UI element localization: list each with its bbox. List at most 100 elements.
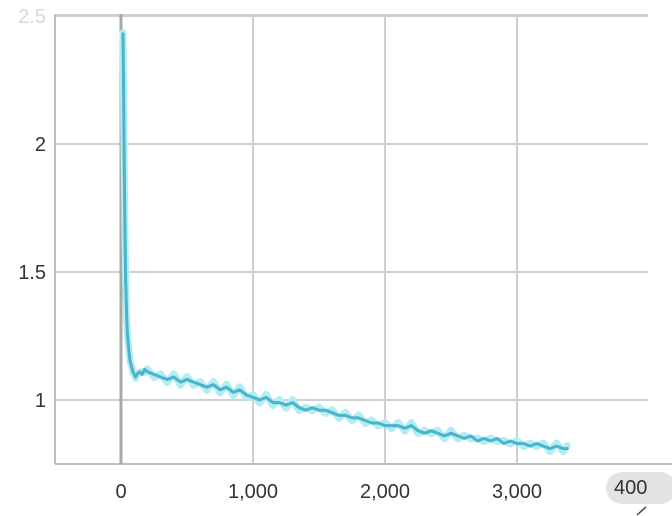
series-0-point-5	[125, 301, 128, 304]
series-0-point-22	[172, 375, 175, 378]
series-0-point-16	[141, 373, 144, 376]
series-0-point-10	[130, 365, 133, 368]
y-tick-labels: 1 1.5 2 2.5	[18, 6, 46, 412]
series-0-point-9	[129, 360, 132, 363]
series-0-point-58	[410, 424, 413, 427]
series-0-point-62	[436, 432, 439, 435]
series-0-point-74	[516, 442, 518, 445]
resize-corner-icon[interactable]	[636, 506, 648, 516]
y-tick-label-1: 1.5	[18, 262, 46, 284]
x-tick-label-0: 0	[115, 481, 126, 503]
series-0-point-32	[238, 388, 241, 391]
x-tick-label-3: 3,000	[492, 481, 542, 503]
series-0-point-30	[225, 386, 228, 389]
series-0-point-44	[318, 409, 320, 412]
series-0-point-64	[450, 432, 452, 435]
series-0-point-54	[384, 424, 386, 427]
series-0-point-18	[146, 370, 149, 373]
series-0-point-34	[252, 396, 254, 399]
series-0-point-79	[549, 447, 551, 450]
series-0-point-26	[199, 383, 202, 386]
series-0-point-76	[529, 445, 532, 448]
series-0-raw-band	[119, 29, 571, 456]
series-0-point-11	[131, 370, 134, 373]
range-badge-label: 400	[614, 477, 648, 499]
series-0-point-4	[124, 276, 127, 279]
series-0-line	[121, 32, 569, 451]
x-tick-label-2: 2,000	[360, 481, 410, 503]
series-0-point-66	[463, 437, 466, 440]
series-0-point-39	[285, 404, 287, 407]
series-0-point-31	[232, 391, 235, 394]
series-0-point-33	[245, 393, 248, 396]
series-0-point-38	[278, 401, 281, 404]
series-0-point-70	[489, 439, 492, 442]
series-0-point-13	[134, 375, 137, 378]
series-0-point-67	[469, 434, 472, 437]
axes	[54, 14, 672, 465]
series-0-point-36	[265, 396, 268, 399]
series-0-point-69	[483, 437, 485, 440]
series-0-point-71	[496, 437, 499, 440]
range-badge[interactable]: 400	[606, 472, 672, 504]
series-0-point-45	[324, 409, 327, 412]
series-0-point-47	[337, 414, 340, 417]
series-0-point-23	[179, 381, 182, 384]
series-0-point-41	[298, 406, 301, 409]
series-0-point-29	[219, 388, 221, 391]
series-0-point-15	[138, 370, 141, 373]
series-0-point-57	[403, 427, 406, 430]
series-0-point-37	[271, 401, 274, 404]
series-layer	[119, 29, 571, 456]
series-0-point-0	[121, 32, 124, 35]
y-tick-label-2: 2	[35, 134, 46, 156]
series-0-point-77	[535, 442, 538, 445]
series-0-point-6	[125, 322, 128, 325]
series-0-point-68	[476, 439, 479, 442]
series-0-point-51	[364, 419, 367, 422]
series-0-point-46	[331, 411, 334, 414]
series-0-point-12	[133, 373, 136, 376]
series-0-point-61	[430, 429, 433, 432]
series-0-point-35	[258, 399, 261, 401]
series-0-point-17	[143, 368, 146, 371]
y-gridlines	[55, 14, 648, 401]
series-0-point-3	[123, 232, 126, 235]
series-0-point-80	[555, 445, 558, 448]
series-0-point-63	[443, 434, 446, 437]
series-0-point-60	[423, 432, 426, 435]
series-0-point-42	[304, 409, 307, 412]
series-0-point-25	[192, 381, 195, 384]
series-0-point-21	[166, 378, 169, 381]
series-0-point-7	[126, 335, 129, 337]
series-0-point-75	[522, 442, 525, 445]
series-0-point-72	[502, 442, 505, 445]
series-0-point-65	[456, 434, 459, 437]
series-0-point-56	[397, 424, 400, 427]
x-tick-label-1: 1,000	[228, 481, 278, 503]
series-0-point-2	[123, 168, 126, 171]
series-0-point-82	[566, 447, 569, 450]
series-0-point-1	[122, 91, 125, 94]
series-0-point-52	[370, 422, 373, 425]
series-0-point-55	[390, 424, 393, 427]
series-0-point-78	[542, 445, 545, 448]
series-0-point-73	[509, 439, 512, 442]
series-0-point-8	[127, 350, 130, 353]
series-0-point-53	[377, 422, 380, 425]
series-0-point-19	[153, 373, 155, 376]
series-0-point-48	[344, 414, 347, 417]
series-0-point-27	[205, 386, 208, 389]
series-0-point-28	[212, 383, 215, 386]
x-gridlines	[252, 14, 518, 464]
series-0-point-59	[417, 429, 419, 432]
series-0-point-14	[135, 373, 138, 376]
series-0-point-49	[351, 416, 353, 419]
series-0-point-50	[357, 416, 360, 419]
y-tick-label-3: 2.5	[18, 6, 46, 28]
series-0-point-43	[311, 406, 314, 409]
series-0-point-81	[562, 447, 565, 450]
x-tick-labels: 0 1,000 2,000 3,000	[115, 481, 542, 503]
series-0-point-40	[291, 401, 294, 404]
